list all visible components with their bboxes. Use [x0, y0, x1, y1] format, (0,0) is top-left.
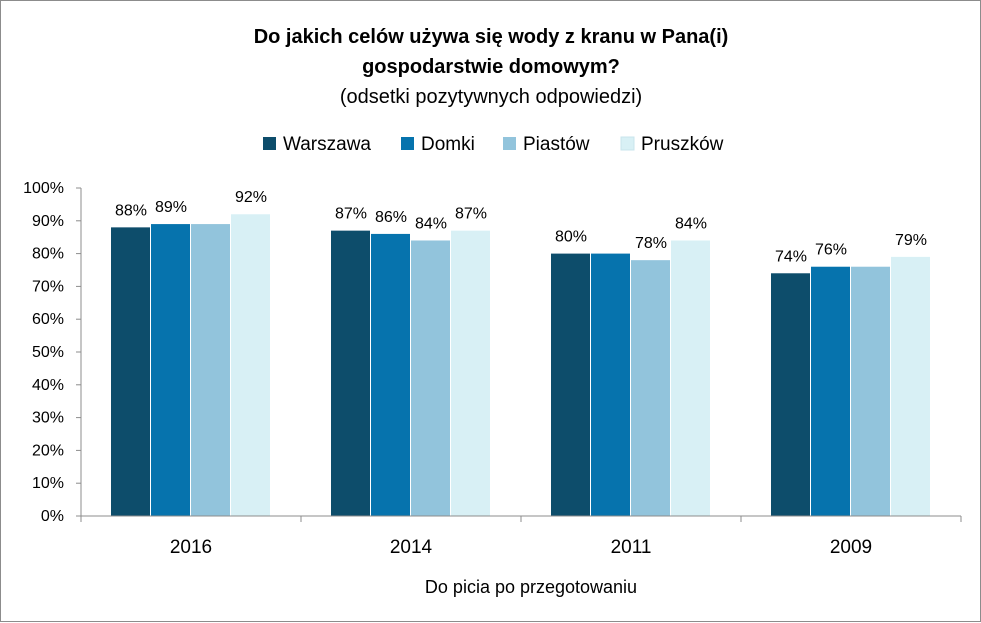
legend-swatch — [620, 136, 635, 151]
bar-warszawa-2014 — [331, 230, 370, 516]
data-label: 74% — [775, 248, 807, 265]
y-tick-label: 50% — [32, 344, 64, 361]
bar-domki-2011 — [591, 253, 630, 516]
data-label: 76% — [815, 242, 847, 259]
bar-pruszków-2009 — [891, 256, 930, 516]
bar-piastów-2014 — [411, 240, 450, 517]
bar-pruszków-2014 — [451, 230, 490, 516]
data-label: 79% — [895, 232, 927, 249]
bar-domki-2009 — [811, 266, 850, 516]
bar-domki-2014 — [371, 233, 410, 517]
legend-swatch — [263, 137, 276, 150]
x-tick-label: 2011 — [611, 537, 652, 558]
y-tick-label: 40% — [32, 377, 64, 394]
legend-label: Pruszków — [641, 134, 724, 155]
bar-warszawa-2009 — [771, 273, 810, 516]
y-tick-label: 100% — [23, 180, 64, 197]
x-tick-label: 2014 — [390, 537, 433, 558]
bar-warszawa-2016 — [111, 227, 150, 517]
data-label: 84% — [675, 215, 707, 232]
x-tick-label: 2016 — [170, 537, 212, 558]
y-tick-label: 30% — [32, 410, 64, 427]
y-tick-label: 0% — [41, 508, 64, 525]
bars — [111, 214, 930, 517]
data-label: 84% — [415, 215, 447, 232]
bar-labels: 88% 89% 92% 87% 86% 84% 87% 80% 78% 84% 74% 76% 79% — [115, 189, 927, 265]
data-label: 89% — [155, 199, 187, 216]
legend-label: Warszawa — [283, 134, 371, 155]
y-tick-label: 60% — [32, 311, 64, 328]
bar-piastów-2009 — [851, 266, 890, 516]
data-label: 88% — [115, 202, 147, 219]
legend-swatch — [503, 137, 516, 150]
y-axis: 0% 10% 20% 30% 40% 50% 60% 70% 80% 90% 100% — [23, 180, 82, 525]
legend-label: Domki — [421, 134, 475, 155]
y-tick-label: 20% — [32, 442, 64, 459]
bar-piastów-2016 — [191, 224, 230, 516]
data-label: 86% — [375, 209, 407, 226]
x-tick-label: 2009 — [830, 537, 872, 558]
chart-subtitle: (odsetki pozytywnych odpowiedzi) — [340, 86, 642, 108]
legend-swatch — [401, 137, 414, 150]
y-tick-label: 10% — [32, 475, 64, 492]
data-label: 92% — [235, 189, 267, 206]
y-tick-label: 90% — [32, 213, 64, 230]
x-axis-label: Do picia po przegotowaniu — [425, 577, 637, 597]
data-label: 78% — [635, 235, 667, 252]
data-label: 80% — [555, 229, 587, 246]
data-label: 87% — [335, 206, 367, 223]
x-axis: 2016 2014 2011 2009 — [80, 515, 962, 558]
chart-title-line2: gospodarstwie domowym? — [362, 56, 620, 78]
bar-warszawa-2011 — [551, 253, 590, 516]
bar-domki-2016 — [151, 224, 190, 516]
bar-pruszków-2016 — [231, 214, 270, 517]
chart-title-line1: Do jakich celów używa się wody z kranu w… — [254, 26, 729, 48]
y-tick-label: 70% — [32, 278, 64, 295]
legend: Warszawa Domki Piastów Pruszków — [263, 134, 724, 155]
bar-pruszków-2011 — [671, 240, 710, 517]
data-label: 87% — [455, 206, 487, 223]
y-tick-label: 80% — [32, 246, 64, 263]
bar-piastów-2011 — [631, 260, 670, 516]
legend-label: Piastów — [523, 134, 590, 155]
